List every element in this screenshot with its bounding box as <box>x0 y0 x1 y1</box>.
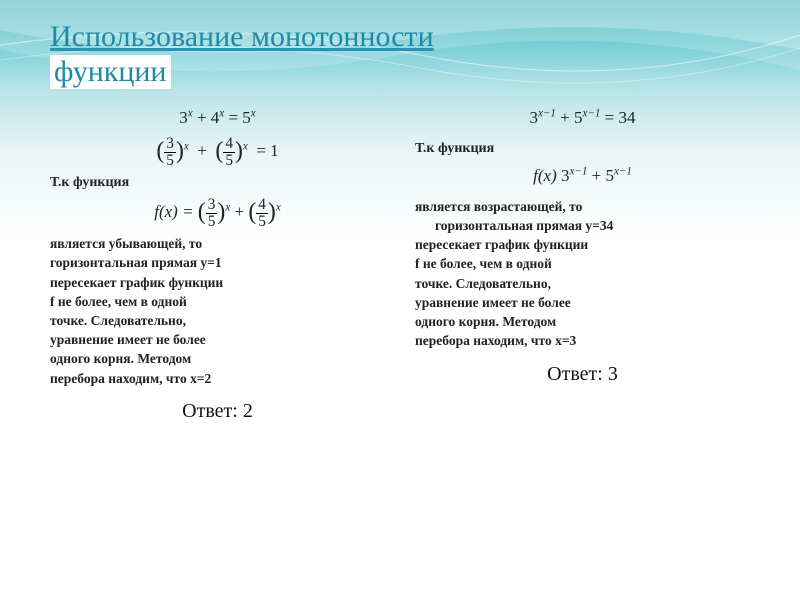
left-fx: f(x) = (35)x + (45)x <box>50 197 385 229</box>
right-answer: Ответ: 3 <box>415 361 750 388</box>
right-text-7: перебора находим, что х=3 <box>415 332 750 350</box>
right-text-5: уравнение имеет не более <box>415 294 750 312</box>
left-text-0: является убывающей, то <box>50 235 385 253</box>
right-eq1: 3x−1 + 5x−1 = 34 <box>415 107 750 130</box>
columns: 3x + 4x = 5x (35)x + (45)x = 1 Т.к функц… <box>50 101 750 425</box>
right-body: является возрастающей, то горизонтальная… <box>415 198 750 351</box>
left-body: является убывающей, то горизонтальная пр… <box>50 235 385 388</box>
left-text-6: одного корня. Методом <box>50 350 385 368</box>
left-eq1: 3x + 4x = 5x <box>50 107 385 130</box>
right-text-0: является возрастающей, то <box>415 198 750 216</box>
left-answer: Ответ: 2 <box>50 398 385 425</box>
right-text-4: точке. Следовательно, <box>415 275 750 293</box>
left-text-7: перебора находим, что х=2 <box>50 370 385 388</box>
right-text-6: одного корня. Методом <box>415 313 750 331</box>
left-eq2: (35)x + (45)x = 1 <box>50 136 385 168</box>
right-text-1: горизонтальная прямая у=34 <box>415 217 750 235</box>
right-column: 3x−1 + 5x−1 = 34 Т.к функция f(x) 3x−1 +… <box>415 101 750 425</box>
left-text-2: пересекает график функции <box>50 274 385 292</box>
title-line1: Использование монотонности <box>50 20 434 53</box>
left-tk: Т.к функция <box>50 174 385 193</box>
left-text-4: точке. Следовательно, <box>50 312 385 330</box>
left-text-1: горизонтальная прямая у=1 <box>50 254 385 272</box>
slide-title: Использование монотонности функции <box>50 20 750 89</box>
left-text-3: f не более, чем в одной <box>50 293 385 311</box>
right-fx: f(x) 3x−1 + 5x−1 <box>415 165 750 188</box>
title-line2: функции <box>50 55 171 90</box>
left-text-5: уравнение имеет не более <box>50 331 385 349</box>
left-column: 3x + 4x = 5x (35)x + (45)x = 1 Т.к функц… <box>50 101 385 425</box>
right-text-2: пересекает график функции <box>415 236 750 254</box>
right-text-3: f не более, чем в одной <box>415 255 750 273</box>
right-tk: Т.к функция <box>415 140 750 159</box>
